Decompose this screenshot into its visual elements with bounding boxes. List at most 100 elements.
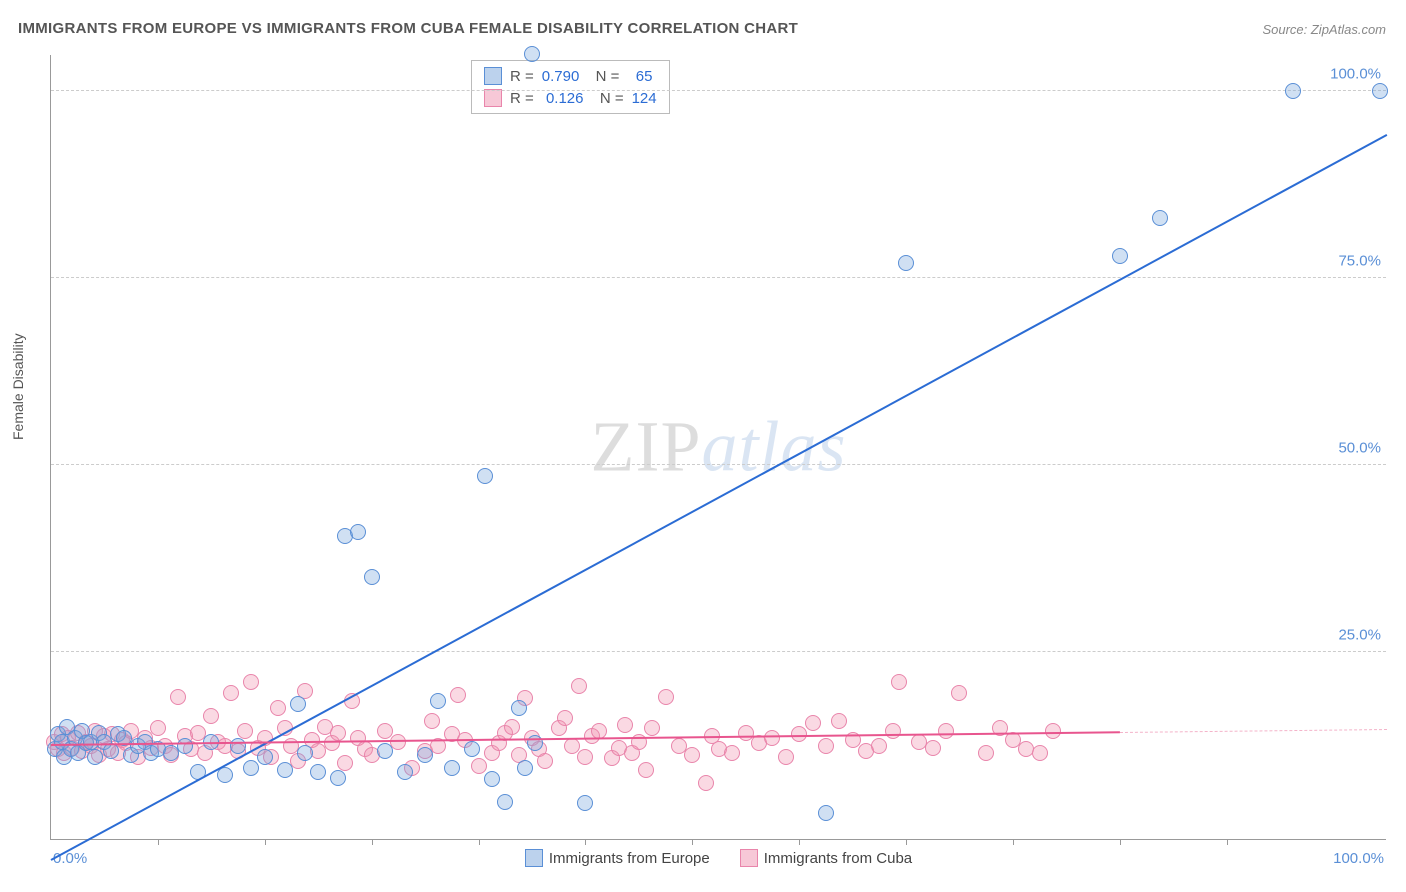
data-point [377, 743, 393, 759]
data-point [297, 745, 313, 761]
data-point [818, 738, 834, 754]
data-point [951, 685, 967, 701]
data-point [464, 741, 480, 757]
data-point [1285, 83, 1301, 99]
legend-label-cuba: Immigrants from Cuba [764, 850, 912, 867]
data-point [150, 720, 166, 736]
source-label: Source: ZipAtlas.com [1262, 22, 1386, 37]
legend-series: Immigrants from Europe Immigrants from C… [51, 849, 1386, 867]
data-point [337, 755, 353, 771]
watermark-zip: ZIP [590, 407, 701, 487]
swatch-blue-icon [525, 849, 543, 867]
xtick [585, 839, 586, 845]
data-point [511, 700, 527, 716]
data-point [617, 717, 633, 733]
legend-stats: R = 0.790 N = 65 R = 0.126 N = 124 [471, 60, 670, 114]
xtick [1013, 839, 1014, 845]
gridline [51, 277, 1386, 278]
swatch-blue-icon [484, 67, 502, 85]
n-value-europe: 65 [627, 68, 652, 85]
xtick [1120, 839, 1121, 845]
n-value-cuba: 124 [632, 90, 657, 107]
gridline [51, 651, 1386, 652]
data-point [444, 760, 460, 776]
data-point [471, 758, 487, 774]
n-label: N = [587, 68, 619, 85]
legend-item-cuba: Immigrants from Cuba [740, 849, 912, 867]
data-point [818, 805, 834, 821]
chart-title: IMMIGRANTS FROM EUROPE VS IMMIGRANTS FRO… [18, 20, 798, 37]
data-point [177, 738, 193, 754]
swatch-pink-icon [740, 849, 758, 867]
legend-row-europe: R = 0.790 N = 65 [484, 65, 657, 87]
r-label: R = [510, 68, 534, 85]
gridline [51, 464, 1386, 465]
plot-area: ZIPatlas R = 0.790 N = 65 R = 0.126 N = … [50, 55, 1386, 840]
data-point [524, 46, 540, 62]
data-point [397, 764, 413, 780]
xtick [1227, 839, 1228, 845]
trendline [1120, 729, 1387, 733]
r-label: R = [510, 90, 534, 107]
xtick [372, 839, 373, 845]
data-point [1112, 248, 1128, 264]
data-point [330, 725, 346, 741]
data-point [257, 749, 273, 765]
data-point [504, 719, 520, 735]
data-point [658, 689, 674, 705]
data-point [430, 693, 446, 709]
data-point [450, 687, 466, 703]
data-point [1032, 745, 1048, 761]
data-point [591, 723, 607, 739]
swatch-pink-icon [484, 89, 502, 107]
y-axis-label: Female Disability [10, 333, 26, 440]
xtick [906, 839, 907, 845]
data-point [310, 764, 326, 780]
data-point [243, 674, 259, 690]
data-point [564, 738, 580, 754]
data-point [203, 708, 219, 724]
data-point [684, 747, 700, 763]
data-point [377, 723, 393, 739]
x-max-label: 100.0% [1333, 850, 1384, 867]
data-point [484, 771, 500, 787]
data-point [1372, 83, 1388, 99]
watermark-atlas: atlas [701, 407, 846, 487]
data-point [87, 749, 103, 765]
legend-item-europe: Immigrants from Europe [525, 849, 710, 867]
data-point [831, 713, 847, 729]
data-point [1152, 210, 1168, 226]
r-value-cuba: 0.126 [542, 90, 584, 107]
ytick-label: 25.0% [1338, 627, 1381, 644]
data-point [364, 569, 380, 585]
data-point [497, 794, 513, 810]
data-point [644, 720, 660, 736]
data-point [577, 749, 593, 765]
data-point [477, 468, 493, 484]
xtick [158, 839, 159, 845]
data-point [223, 685, 239, 701]
data-point [577, 795, 593, 811]
data-point [330, 770, 346, 786]
xtick [692, 839, 693, 845]
gridline [51, 90, 1386, 91]
data-point [243, 760, 259, 776]
data-point [805, 715, 821, 731]
ytick-label: 100.0% [1330, 66, 1381, 83]
data-point [1045, 723, 1061, 739]
data-point [698, 775, 714, 791]
data-point [290, 696, 306, 712]
ytick-label: 75.0% [1338, 253, 1381, 270]
data-point [638, 762, 654, 778]
data-point [724, 745, 740, 761]
data-point [517, 760, 533, 776]
data-point [230, 738, 246, 754]
data-point [898, 255, 914, 271]
data-point [885, 723, 901, 739]
n-label: N = [591, 90, 623, 107]
ytick-label: 50.0% [1338, 440, 1381, 457]
data-point [571, 678, 587, 694]
data-point [417, 747, 433, 763]
data-point [237, 723, 253, 739]
data-point [270, 700, 286, 716]
